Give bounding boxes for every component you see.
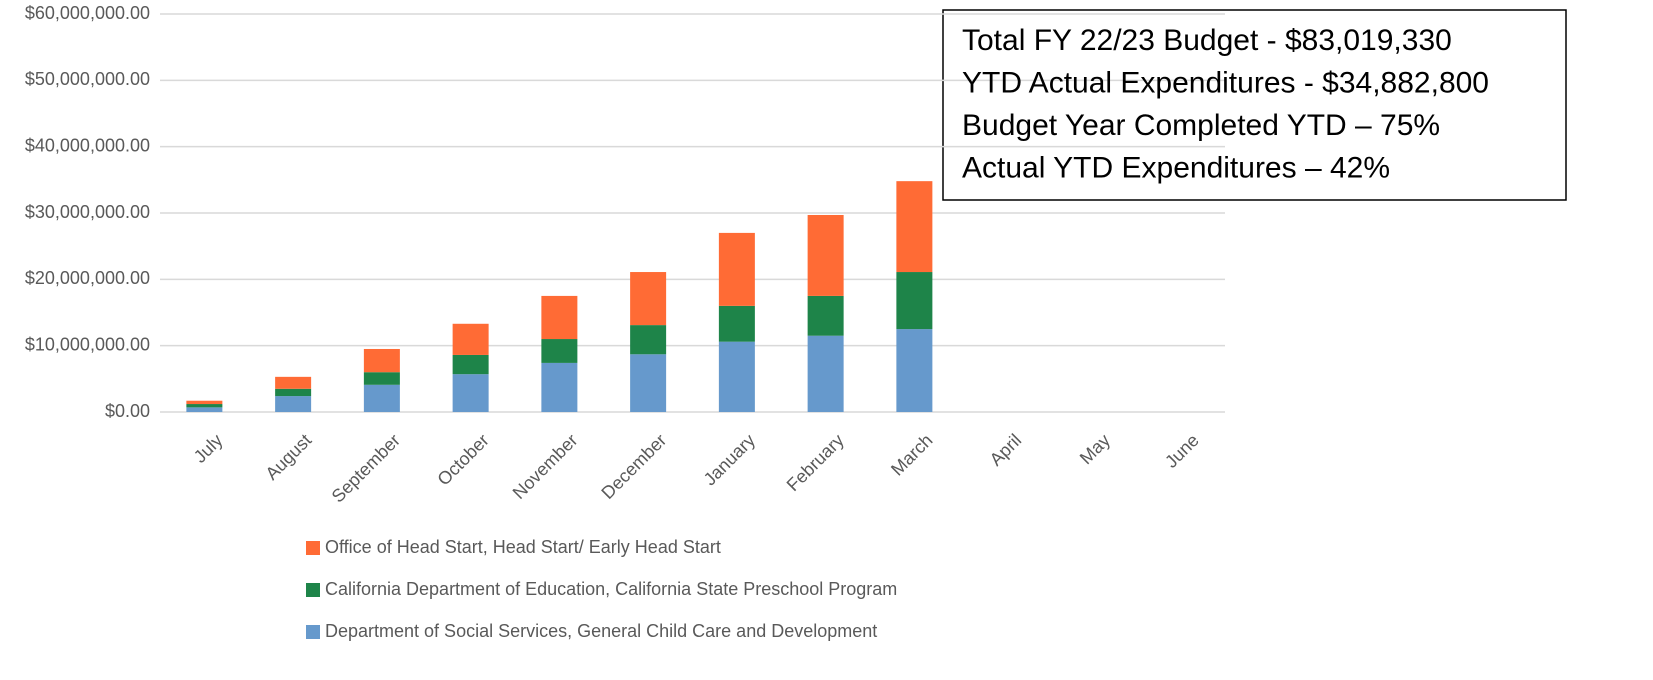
bar-segment: [186, 404, 223, 408]
bar-segment: [896, 181, 933, 273]
bar-segment: [896, 272, 933, 330]
x-tick-label: January: [700, 430, 759, 489]
x-tick-label: October: [433, 430, 492, 489]
bar-segment: [363, 348, 400, 373]
bar-segment: [452, 354, 489, 375]
legend-label: Office of Head Start, Head Start/ Early …: [325, 537, 721, 557]
bar-segment: [186, 407, 223, 412]
bar-segment: [275, 396, 312, 412]
bar-segment: [807, 295, 844, 336]
x-tick-label: August: [262, 430, 316, 484]
x-tick-label: June: [1161, 430, 1203, 472]
y-tick-label: $30,000,000.00: [25, 202, 150, 222]
y-tick-label: $40,000,000.00: [25, 135, 150, 155]
y-tick-label: $60,000,000.00: [25, 3, 150, 23]
bar-segment: [630, 354, 667, 412]
bar-segment: [541, 295, 578, 340]
bar-segment: [452, 374, 489, 412]
y-tick-label: $50,000,000.00: [25, 69, 150, 89]
bar-segment: [363, 372, 400, 385]
bar-segment: [896, 329, 933, 412]
bar-segment: [186, 400, 223, 405]
y-tick-label: $20,000,000.00: [25, 268, 150, 288]
bar-segment: [541, 339, 578, 363]
x-tick-label: March: [887, 430, 937, 480]
annotation: YTD Actual Expenditures - $34,882,800: [962, 66, 1489, 99]
bar-segment: [807, 214, 844, 296]
bar-segment: [275, 388, 312, 397]
bar-segment: [541, 362, 578, 412]
x-tick-label: September: [328, 430, 404, 506]
bar-segment: [630, 272, 667, 326]
y-tick-label: $0.00: [105, 401, 150, 421]
legend-swatch: [306, 625, 320, 639]
bar-segment: [452, 323, 489, 355]
annotation-box: [942, 9, 1567, 201]
legend-swatch: [306, 583, 320, 597]
bar-segment: [275, 376, 312, 389]
x-tick-label: December: [597, 430, 670, 503]
y-tick-label: $10,000,000.00: [25, 334, 150, 354]
x-tick-label: April: [986, 430, 1026, 470]
bar-segment: [718, 305, 755, 342]
bar-segment: [363, 384, 400, 412]
legend-label: Department of Social Services, General C…: [325, 621, 877, 641]
x-tick-label: July: [190, 430, 227, 467]
annotation: Actual YTD Expenditures – 42%: [962, 151, 1390, 184]
x-tick-label: November: [509, 430, 582, 503]
bar-segment: [718, 341, 755, 412]
legend-swatch: [306, 541, 320, 555]
bar-segment: [807, 335, 844, 412]
bar-segment: [630, 325, 667, 355]
bar-segment: [718, 232, 755, 306]
x-tick-label: February: [783, 430, 848, 495]
annotation: Total FY 22/23 Budget - $83,019,330: [962, 24, 1452, 57]
legend-label: California Department of Education, Cali…: [325, 579, 897, 599]
annotation: Budget Year Completed YTD – 75%: [962, 109, 1440, 142]
x-tick-label: May: [1076, 430, 1114, 468]
